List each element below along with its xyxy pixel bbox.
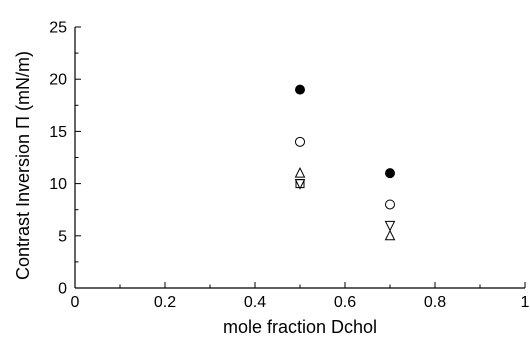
x-axis-title: mole fraction Dchol xyxy=(223,317,377,337)
axes xyxy=(74,27,525,289)
y-tick-label: 15 xyxy=(49,124,67,141)
ticks xyxy=(74,26,526,289)
marker-open-circle xyxy=(385,199,395,210)
marker-open-triangle-up xyxy=(384,229,396,241)
data-marks xyxy=(294,84,396,241)
marker-filled-circle xyxy=(385,168,395,179)
x-tick-label: 0.2 xyxy=(154,294,176,311)
x-tick-label: 1 xyxy=(521,294,530,311)
y-tick-label: 25 xyxy=(49,20,67,37)
marker-open-triangle-down xyxy=(384,220,396,232)
y-axis-title: Contrast Inversion Π (mN/m) xyxy=(13,51,33,280)
y-tick-label: 0 xyxy=(58,281,67,298)
marker-filled-circle xyxy=(295,84,305,95)
x-tick-label: 0 xyxy=(71,294,80,311)
x-tick-label: 0.8 xyxy=(424,294,446,311)
y-tick-label: 20 xyxy=(49,72,67,89)
y-tick-label: 5 xyxy=(58,228,67,245)
marker-open-circle xyxy=(295,136,305,147)
y-tick-label: 10 xyxy=(49,176,67,193)
marker-open-triangle-up xyxy=(294,167,306,178)
x-tick-label: 0.4 xyxy=(244,294,266,311)
x-tick-label: 0.6 xyxy=(334,294,356,311)
marker-open-square xyxy=(295,179,305,189)
